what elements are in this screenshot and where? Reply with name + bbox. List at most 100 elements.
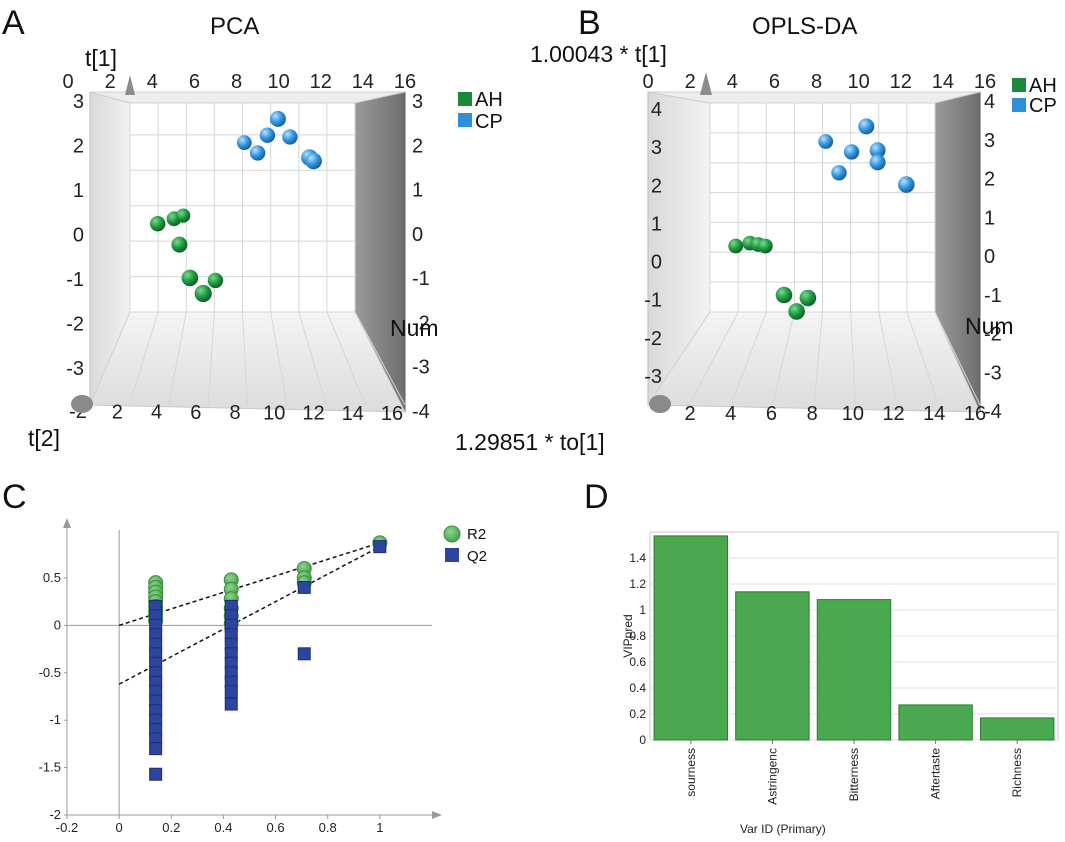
y-tick-label: 0.2 [629, 707, 646, 721]
left-y-tick-label: 1 [651, 213, 662, 235]
ah-sphere-point [788, 303, 805, 320]
bottom-x-tick-label: 14 [342, 403, 364, 425]
right-y-tick-label: 0 [984, 246, 995, 268]
bottom-x-tick-label: 8 [807, 403, 818, 425]
cp-sphere-point [236, 135, 252, 151]
vip-y-axis-label: VIPpred [621, 614, 635, 657]
x-tick-label: 0.6 [267, 820, 285, 835]
q2-point [224, 697, 238, 711]
right-y-tick-label: 3 [412, 91, 423, 113]
floor-grid-line [326, 311, 367, 406]
ah-sphere-point [171, 236, 188, 253]
floor-grid-line [168, 311, 187, 406]
y-tick-label: 0.8 [629, 629, 646, 643]
y-tick-label: 0.5 [43, 570, 61, 585]
right-y-tick-label: 1 [412, 180, 423, 202]
y-tick-label: -2 [49, 807, 61, 822]
q2-point [373, 540, 387, 554]
floor-grid-line [689, 311, 739, 406]
y-tick-label: -1 [49, 712, 61, 727]
floor-grid-line [730, 311, 767, 406]
oplsda-legend-ah-label: AH [1029, 75, 1057, 97]
top-x-tick-label: 16 [394, 71, 416, 93]
permutation-axes: -0.2 0 0.2 0.4 0.6 0.8 1 0.5 0 -0.5 -1 -1.5 -2 [39, 518, 442, 835]
ah-sphere-point [207, 272, 224, 289]
top-x-tick-label: 2 [685, 71, 696, 93]
bottom-x-tick-label: 2 [684, 403, 695, 425]
oplsda-vertical-axis-arrow [700, 72, 712, 95]
oplsda-title: OPLS-DA [752, 13, 857, 40]
ah-sphere-point [775, 286, 793, 304]
vip-bar [898, 704, 973, 741]
top-x-tick-label: 14 [932, 71, 954, 93]
top-x-tick-label: 6 [769, 71, 780, 93]
floor-grid-line [813, 311, 823, 406]
right-y-tick-label: -1 [984, 285, 1002, 307]
q2-point [149, 767, 163, 781]
q2-point [149, 742, 163, 756]
q2-regression-line [118, 545, 381, 685]
left-y-tick-label: 4 [651, 99, 662, 121]
pca-depth-axis-arrow [71, 395, 93, 413]
bottom-x-tick-label: 12 [882, 403, 904, 425]
top-x-tick-label: 0 [62, 71, 73, 93]
left-y-tick-label: 0 [651, 252, 662, 274]
permutation-plot: -0.2 0 0.2 0.4 0.6 0.8 1 0.5 0 -0.5 -1 -1.5 -2 R2 Q2 [39, 518, 487, 835]
y-tick-label: 0.4 [629, 681, 646, 695]
floor-grid-line [207, 311, 215, 406]
floor-grid-line [242, 311, 248, 406]
oplsda-legend-cp-swatch [1012, 98, 1026, 112]
top-x-tick-label: 4 [147, 71, 158, 93]
right-y-tick-label: -2 [412, 312, 430, 334]
y-tick-label: -0.5 [39, 665, 61, 680]
pca-depth-axis-label: t[2] [28, 425, 60, 451]
ah-sphere-point [194, 284, 212, 303]
left-y-tick-label: 2 [651, 175, 662, 197]
left-y-tick-label: 3 [73, 91, 84, 113]
pca-legend-cp-swatch [458, 113, 472, 127]
cp-sphere-point [869, 142, 886, 159]
right-y-tick-label: 2 [412, 135, 423, 157]
y-tick-label: 1.4 [629, 551, 646, 565]
oplsda-ticks: 0 2 4 6 8 10 12 14 162 4 6 8 10 12 14 1643210-1-2-34321… [642, 71, 1001, 425]
pca-title: PCA [210, 13, 259, 40]
cp-sphere-point [831, 165, 847, 181]
ah-sphere-point [757, 238, 773, 254]
x-tick-label: -0.2 [56, 820, 78, 835]
cp-sphere-point [305, 152, 322, 170]
x-category-label: Bitterness [847, 748, 861, 801]
right-y-tick-label: -2 [984, 324, 1002, 346]
left-y-tick-label: -3 [644, 366, 662, 388]
x-tick-label: 0 [116, 820, 123, 835]
x-axis-arrow [432, 811, 442, 819]
y-tick-label: 1.2 [629, 577, 646, 591]
top-x-tick-label: 2 [105, 71, 116, 93]
right-y-tick-label: 3 [984, 130, 995, 152]
vip-bar [816, 599, 892, 741]
right-y-tick-label: -4 [412, 401, 430, 423]
floor-grid-line [270, 311, 288, 406]
y-tick-label: 1 [639, 603, 646, 617]
x-tick-label: 0.8 [319, 820, 337, 835]
vip-bar-chart: 1.4 1.2 1 0.8 0.6 0.4 0.2 0 sourness Astringenc Bi… [621, 531, 1059, 836]
bottom-x-tick-label: 6 [190, 402, 201, 424]
bottom-x-tick-label: 10 [263, 402, 285, 424]
vip-bar [653, 535, 729, 741]
oplsda-legend-ah-swatch [1012, 78, 1026, 92]
panel-label-a: A [2, 4, 25, 42]
cp-sphere-point [869, 154, 886, 171]
right-y-tick-label: -4 [984, 401, 1002, 423]
cp-sphere-point [269, 110, 286, 127]
y-tick-label: 0 [54, 617, 61, 632]
q2-point [224, 685, 238, 699]
left-y-tick-label: -2 [66, 314, 84, 336]
cp-sphere-point [858, 118, 875, 135]
floor-grid-line [354, 311, 406, 406]
right-y-tick-label: 0 [412, 224, 423, 246]
floor-grid-line [298, 311, 327, 406]
panel-label-d: D [584, 478, 609, 516]
bottom-x-tick-label: 14 [923, 403, 945, 425]
cp-sphere-point [259, 127, 276, 143]
bottom-x-tick-label: 4 [151, 402, 162, 424]
